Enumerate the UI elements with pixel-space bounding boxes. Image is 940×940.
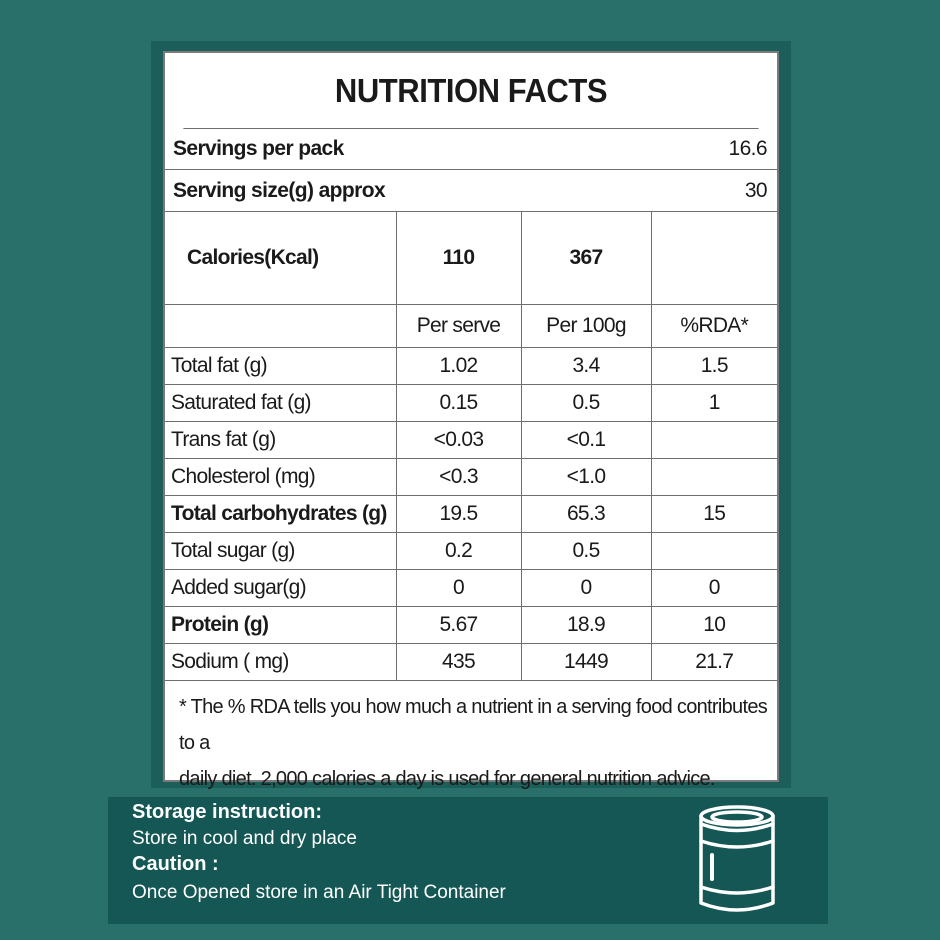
- nutrient-per-100g: <0.1: [520, 421, 652, 459]
- rda-footnote: * The % RDA tells you how much a nutrien…: [165, 681, 777, 797]
- storage-text: Store in cool and dry place: [132, 828, 357, 849]
- nutrient-per-100g: 0.5: [520, 384, 652, 422]
- column-header-per-serve: Per serve: [395, 304, 522, 348]
- servings-per-pack-label: Servings per pack: [173, 137, 344, 160]
- footnote-line: * The % RDA tells you how much a nutrien…: [179, 696, 768, 754]
- serving-size-value: 30: [744, 178, 768, 202]
- nutrient-name: Added sugar(g): [165, 569, 397, 607]
- nutrient-row: Protein (g) 5.67 18.9 10: [165, 606, 777, 644]
- nutrient-per-serve: 19.5: [395, 495, 522, 533]
- nutrient-name: Cholesterol (mg): [165, 458, 397, 496]
- nutrient-rda: 21.7: [650, 643, 777, 681]
- column-header-row: Per serve Per 100g %RDA*: [165, 304, 777, 348]
- nutrient-per-100g: 0: [520, 569, 652, 607]
- calories-rda: [650, 212, 777, 305]
- caution-heading: Caution :: [132, 853, 219, 875]
- nutrient-row: Cholesterol (mg) <0.3 <1.0: [165, 458, 777, 496]
- nutrient-per-100g: 3.4: [520, 347, 652, 385]
- nutrient-per-100g: <1.0: [520, 458, 652, 496]
- nutrient-name: Trans fat (g): [165, 421, 397, 459]
- airtight-container-icon: [699, 805, 775, 912]
- nutrient-rda: 15: [650, 495, 777, 533]
- nutrient-name: Total fat (g): [165, 347, 397, 385]
- storage-instructions-band: Storage instruction: Store in cool and d…: [108, 797, 828, 924]
- column-header-rda: %RDA*: [650, 304, 777, 348]
- storage-heading: Storage instruction:: [132, 801, 323, 823]
- nutrition-table: Calories(Kcal) 110 367 Per serve Per 100…: [165, 212, 777, 681]
- nutrient-per-100g: 0.5: [520, 532, 652, 570]
- nutrient-per-serve: 0: [395, 569, 522, 607]
- nutrition-facts-panel: NUTRITION FACTS Servings per pack 16.6 S…: [163, 51, 779, 790]
- calories-per-serve: 110: [395, 212, 522, 305]
- nutrient-per-100g: 18.9: [520, 606, 652, 644]
- servings-per-pack-row: Servings per pack 16.6: [165, 129, 777, 170]
- nutrient-rda: [650, 532, 777, 570]
- nutrient-per-serve: <0.03: [395, 421, 522, 459]
- nutrient-per-serve: 0.2: [395, 532, 522, 570]
- calories-per-100g: 367: [520, 212, 652, 305]
- nutrient-per-100g: 1449: [520, 643, 652, 681]
- nutrient-rda: 1: [650, 384, 777, 422]
- nutrient-row: Sodium ( mg) 435 1449 21.7: [165, 643, 777, 681]
- nutrient-row: Total fat (g) 1.02 3.4 1.5: [165, 347, 777, 385]
- nutrient-rda: 10: [650, 606, 777, 644]
- nutrient-per-100g: 65.3: [520, 495, 652, 533]
- nutrient-name: Total sugar (g): [165, 532, 397, 570]
- nutrient-name: Saturated fat (g): [165, 384, 397, 422]
- nutrient-rda: [650, 458, 777, 496]
- column-header-blank: [165, 304, 397, 348]
- nutrient-per-serve: 1.02: [395, 347, 522, 385]
- serving-size-row: Serving size(g) approx 30: [165, 170, 777, 212]
- nutrient-row: Added sugar(g) 0 0 0: [165, 569, 777, 607]
- nutrient-per-serve: 5.67: [395, 606, 522, 644]
- caution-text: Once Opened store in an Air Tight Contai…: [132, 882, 506, 903]
- nutrient-rda: 0: [650, 569, 777, 607]
- nutrient-rda: 1.5: [650, 347, 777, 385]
- nutrient-name: Protein (g): [165, 606, 397, 644]
- nutrient-per-serve: 435: [395, 643, 522, 681]
- nutrition-title: NUTRITION FACTS: [183, 53, 759, 129]
- nutrient-row: Saturated fat (g) 0.15 0.5 1: [165, 384, 777, 422]
- nutrient-name: Sodium ( mg): [165, 643, 397, 681]
- nutrient-name: Total carbohydrates (g): [165, 495, 397, 533]
- calories-row: Calories(Kcal) 110 367: [165, 212, 777, 305]
- nutrient-per-serve: 0.15: [395, 384, 522, 422]
- calories-label: Calories(Kcal): [165, 212, 397, 305]
- footnote-line: daily diet. 2,000 calories a day is used…: [179, 768, 715, 790]
- nutrient-per-serve: <0.3: [395, 458, 522, 496]
- nutrient-row: Total carbohydrates (g) 19.5 65.3 15: [165, 495, 777, 533]
- servings-per-pack-value: 16.6: [728, 137, 768, 160]
- nutrient-row: Trans fat (g) <0.03 <0.1: [165, 421, 777, 459]
- nutrient-rda: [650, 421, 777, 459]
- nutrient-row: Total sugar (g) 0.2 0.5: [165, 532, 777, 570]
- column-header-per-100g: Per 100g: [520, 304, 652, 348]
- serving-size-label: Serving size(g) approx: [173, 178, 386, 202]
